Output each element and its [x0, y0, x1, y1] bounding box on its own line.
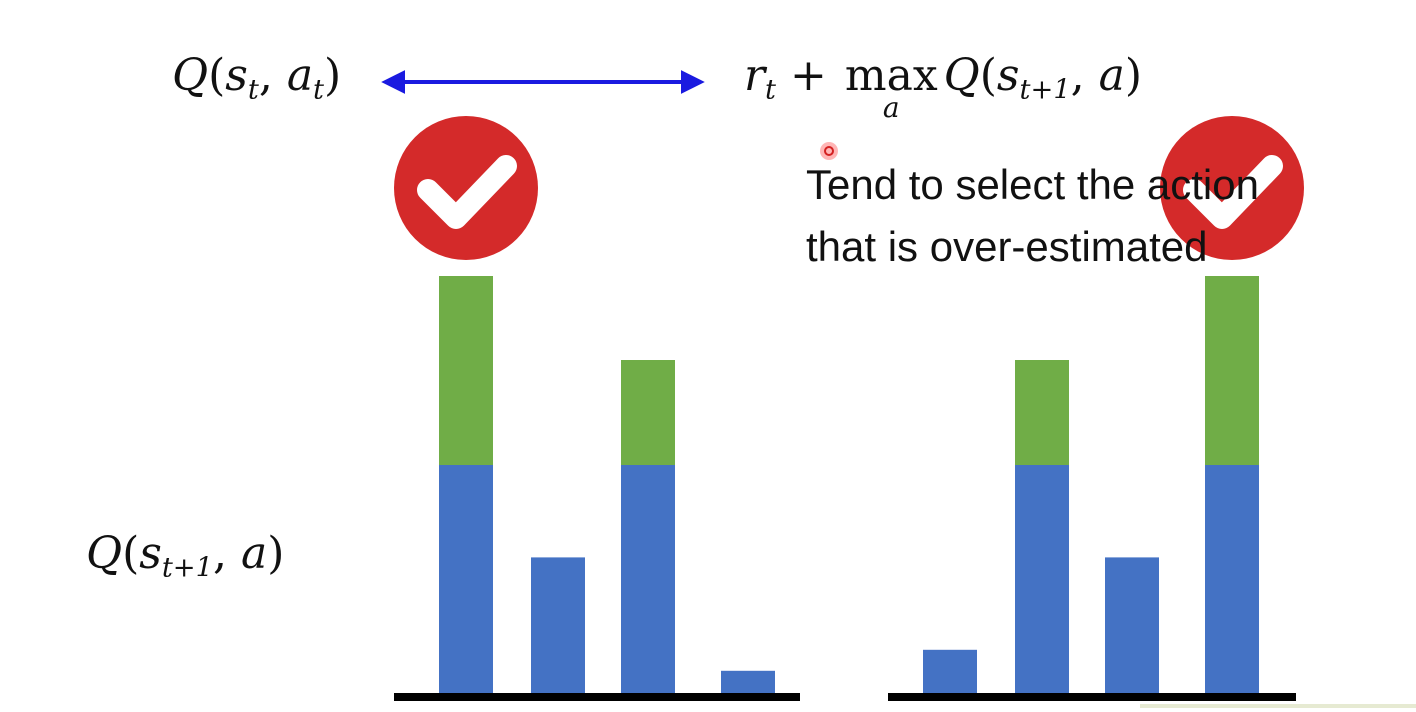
check-circle-bg — [1160, 116, 1304, 260]
formula-target: rt + max a Q(st+1, a) — [744, 50, 1143, 124]
check-mark — [1183, 155, 1283, 229]
bar-base-2 — [531, 557, 585, 696]
y-axis-label: Q(st+1, a) — [86, 528, 285, 584]
check-mark — [417, 155, 517, 229]
note-line-1: Tend to select the action — [806, 161, 1259, 208]
bar-base-3 — [621, 465, 675, 696]
note-line-2: that is over-estimated — [806, 223, 1208, 270]
bar-base-1 — [923, 649, 977, 696]
chart-2 — [888, 116, 1304, 701]
chart-1 — [394, 116, 800, 701]
bar-base-4 — [721, 670, 775, 696]
bar-overestimate-2 — [1015, 360, 1069, 465]
check-circle-icon — [394, 116, 538, 260]
laser-pointer-dot — [820, 142, 838, 160]
bar-overestimate-3 — [621, 360, 675, 465]
bar-overestimate-1 — [439, 276, 493, 465]
bar-base-3 — [1105, 557, 1159, 696]
chart-axis-baseline — [888, 693, 1296, 701]
bar-base-1 — [439, 465, 493, 696]
charts-group — [394, 116, 1304, 701]
bar-base-2 — [1015, 465, 1069, 696]
check-circle-bg — [394, 116, 538, 260]
max-operator: max a — [844, 50, 938, 124]
check-circle-icon — [1160, 116, 1304, 260]
bar-base-4 — [1205, 465, 1259, 696]
formula-q-st-at: Q(st, at) — [172, 50, 342, 106]
chart-axis-baseline — [394, 693, 800, 701]
decorative-bottom-line — [1140, 704, 1416, 708]
bar-overestimate-4 — [1205, 276, 1259, 465]
overestimate-note: Tend to select the action that is over-e… — [806, 154, 1259, 278]
